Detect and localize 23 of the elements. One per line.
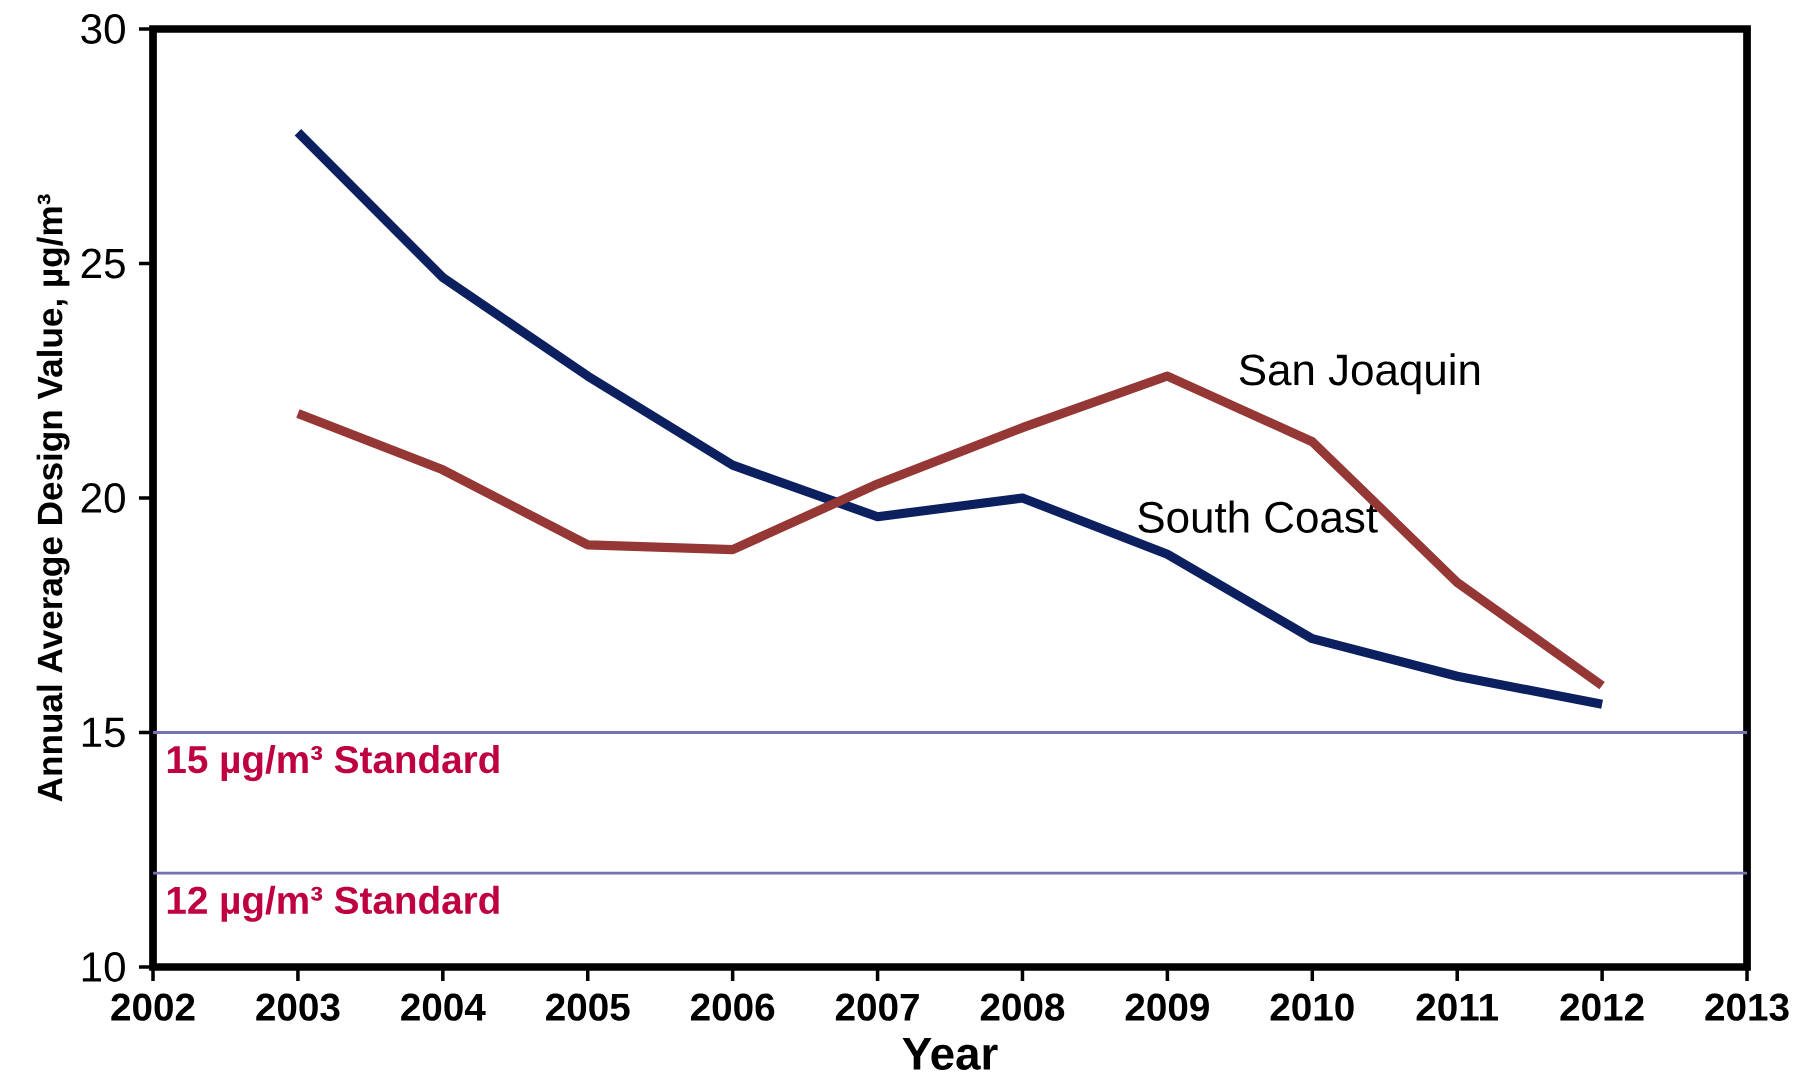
series-label: South Coast (1138, 500, 1378, 533)
ref-line-label: 15 µg/m³ Standard (167, 744, 499, 782)
x-tick-label: 2002 (111, 993, 195, 1021)
x-axis-title: Year (902, 1038, 998, 1070)
series-label: San Joaquin (1239, 353, 1480, 395)
y-tick-label: 20 (81, 483, 125, 513)
x-tick-label: 2006 (690, 993, 775, 1021)
y-tick-label: 10 (82, 952, 125, 982)
y-tick-label: 25 (81, 248, 125, 279)
x-tick-label: 2013 (1705, 993, 1789, 1021)
ref-line-label: 12 µg/m³ Standard (167, 885, 499, 922)
x-tick-label: 2008 (980, 993, 1065, 1021)
x-tick-label: 2003 (256, 993, 340, 1021)
x-tick-label: 2012 (1560, 993, 1644, 1021)
x-tick-label: 2010 (1270, 993, 1354, 1021)
y-axis-title: Annual Average Design Value, µg/m³ (36, 194, 70, 802)
x-tick-label: 2007 (835, 993, 919, 1021)
x-tick-label: 2009 (1125, 993, 1209, 1021)
x-tick-label: 2011 (1416, 993, 1499, 1021)
x-tick-label: 2004 (401, 993, 486, 1021)
y-tick-label: 15 (82, 717, 125, 748)
y-tick-label: 30 (81, 14, 125, 44)
x-tick-label: 2005 (546, 993, 630, 1021)
